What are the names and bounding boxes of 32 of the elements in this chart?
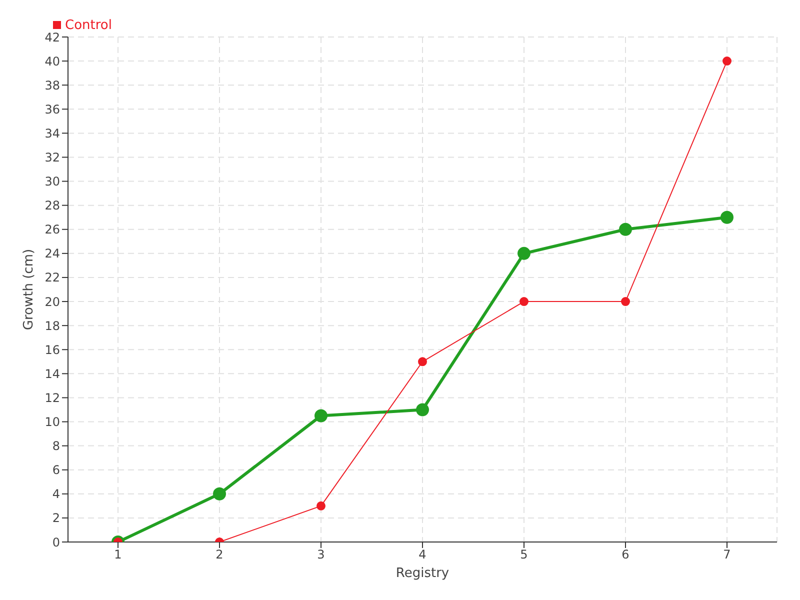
y-tick-label: 26 [44, 222, 60, 237]
legend-label: Control [65, 18, 112, 33]
x-tick-label: 5 [520, 548, 528, 562]
y-tick-label: 34 [44, 126, 60, 140]
y-tick-label: 38 [44, 78, 60, 92]
y-tick-label: 14 [44, 366, 60, 381]
y-axis-title: Growth (cm) [22, 248, 37, 330]
y-tick-label: 16 [44, 342, 60, 357]
y-tick-label: 22 [44, 270, 60, 285]
x-axis-title: Registry [396, 566, 450, 581]
x-tick-label: 7 [723, 548, 731, 562]
x-tick-label: 3 [317, 548, 325, 562]
y-tick-label: 8 [52, 439, 60, 454]
y-tick-label: 2 [52, 511, 60, 526]
x-tick-label: 2 [216, 548, 224, 562]
y-tick-label: 32 [44, 150, 60, 164]
y-tick-label: 24 [44, 246, 60, 261]
x-tick-label: 1 [114, 548, 122, 562]
y-tick-label: 12 [44, 390, 60, 405]
x-tick-label: 4 [418, 548, 426, 562]
y-tick-label: 4 [52, 487, 60, 502]
y-tick-label: 20 [44, 294, 60, 309]
y-tick-label: 40 [44, 54, 60, 68]
x-tick-label: 6 [622, 548, 630, 562]
y-tick-label: 36 [44, 102, 60, 116]
y-tick-label: 10 [44, 415, 60, 430]
y-tick-label: 0 [52, 535, 60, 550]
y-tick-label: 30 [44, 174, 60, 189]
y-tick-label: 28 [44, 198, 60, 213]
y-tick-label: 6 [52, 463, 60, 478]
y-tick-label: 42 [44, 30, 60, 44]
y-tick-label: 18 [44, 318, 60, 333]
